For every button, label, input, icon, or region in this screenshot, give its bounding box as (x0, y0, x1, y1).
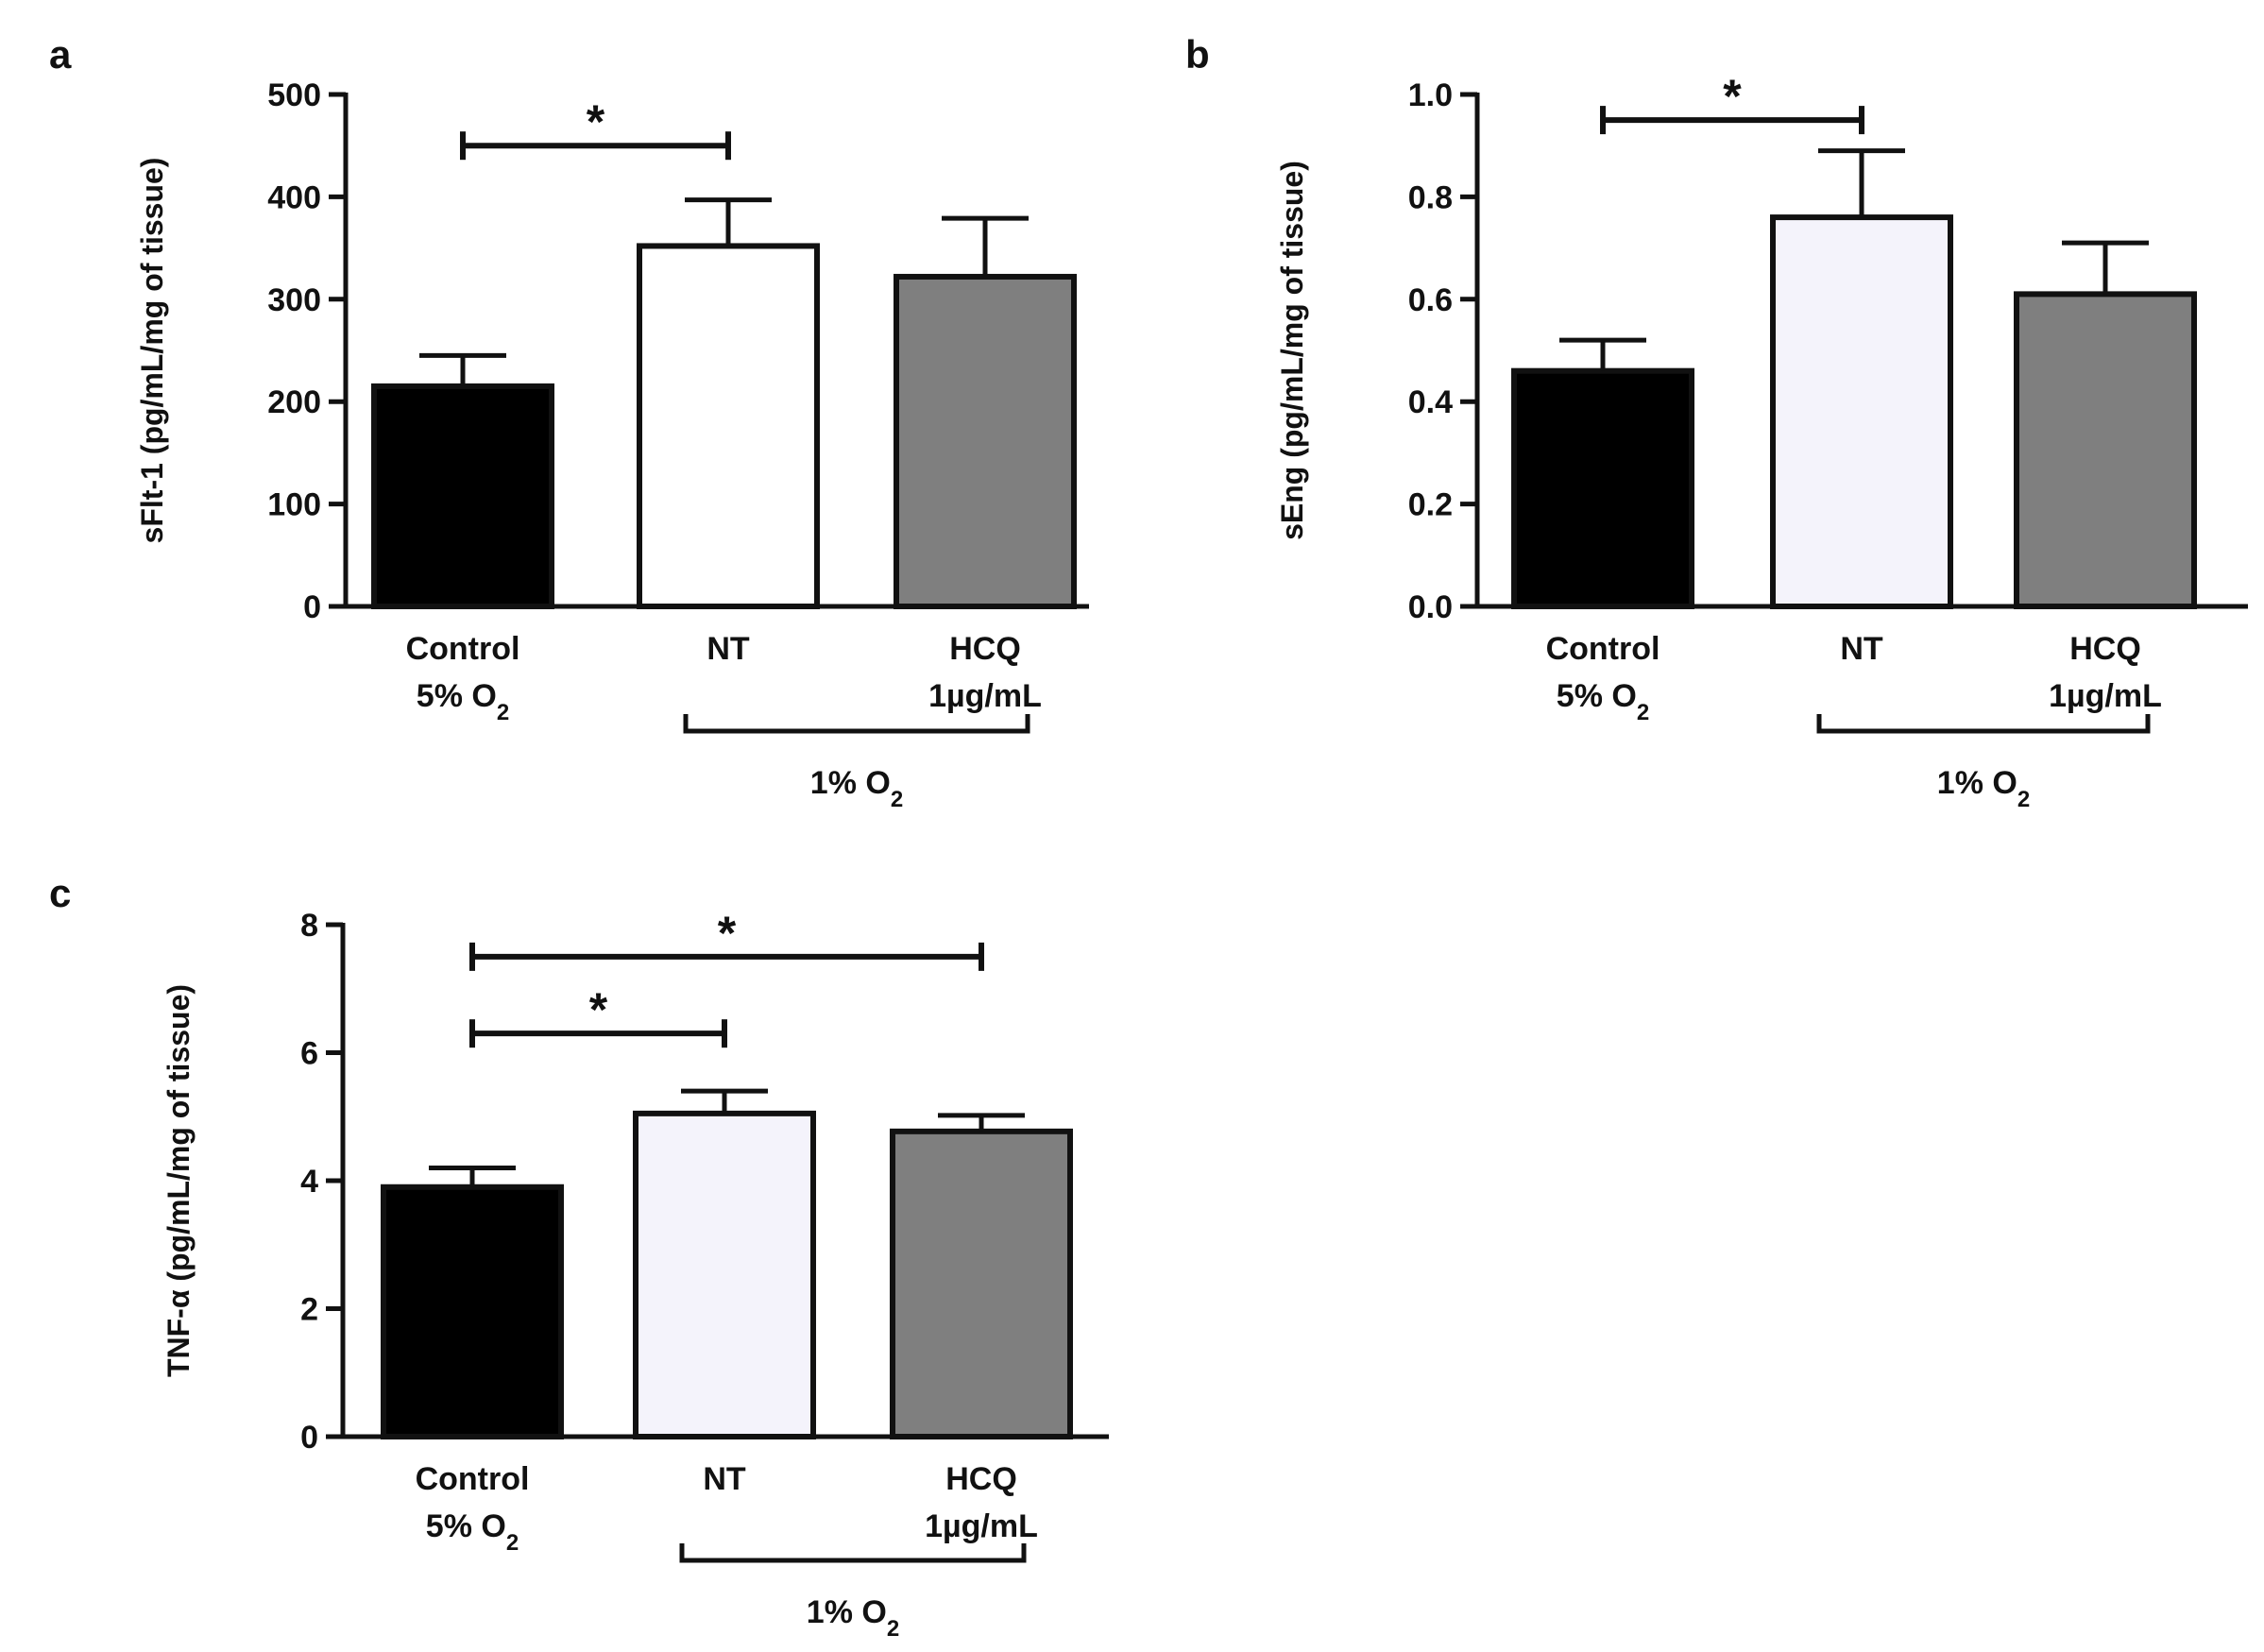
y-tick-label: 4 (300, 1164, 318, 1200)
y-tick-label: 1.0 (1408, 77, 1453, 113)
y-axis-label: TNF-α (pg/mL/mg of tissue) (162, 984, 196, 1377)
y-tick-label: 500 (267, 77, 321, 113)
y-axis-label: sEng (pg/mL/mg of tissue) (1275, 161, 1309, 540)
x-tick-label: HCQ (2069, 631, 2141, 667)
bar-1 (633, 1110, 816, 1440)
group-bracket-label: 1% O2 (807, 1594, 899, 1642)
x-tick-label: 1µg/mL (928, 678, 1042, 714)
significance-star-1: * (589, 983, 608, 1036)
group-bracket-label: 1% O2 (810, 765, 903, 812)
bar-2 (894, 273, 1077, 609)
group-bracket-label: 1% O2 (1937, 765, 2030, 812)
group-bracket (683, 714, 1030, 734)
significance-star-0: * (1723, 70, 1742, 123)
x-tick-label: 5% O2 (426, 1508, 519, 1556)
x-tick-label-subscript: 2 (506, 1530, 519, 1556)
bar-2 (890, 1128, 1073, 1440)
group-bracket-label-subscript: 2 (2017, 787, 2030, 812)
y-tick-label: 0.4 (1408, 384, 1453, 420)
y-tick-label: 2 (300, 1292, 318, 1328)
x-tick-label: HCQ (949, 631, 1021, 667)
x-tick-label: Control (1546, 631, 1660, 667)
x-tick-label: 1µg/mL (2049, 678, 2162, 714)
x-tick-label: Control (416, 1461, 530, 1497)
y-tick-label: 200 (267, 384, 321, 420)
bar-0 (381, 1184, 564, 1440)
significance-star-0: * (587, 95, 605, 148)
y-tick-label: 0.0 (1408, 589, 1453, 625)
y-tick-label: 0 (303, 589, 321, 625)
x-tick-label-subscript: 2 (497, 700, 509, 725)
panel-c: c 0 2 4 6 8 Control 5% O2 NT HCQ 1µg/mL 1% O2 * * TNF-… (49, 871, 1109, 1642)
x-tick-label-subscript: 2 (1637, 700, 1649, 725)
y-tick-label: 100 (267, 487, 321, 523)
x-tick-label: NT (706, 631, 750, 667)
y-tick-label: 400 (267, 179, 321, 215)
bar-1 (637, 243, 820, 609)
x-tick-label: 5% O2 (1557, 678, 1649, 725)
y-axis-label: sFlt-1 (pg/mL/mg of tissue) (135, 158, 169, 544)
bar-0 (371, 383, 554, 609)
y-tick-label: 300 (267, 282, 321, 318)
group-bracket (1816, 714, 2151, 734)
y-tick-label: 0.2 (1408, 487, 1453, 523)
x-tick-label: 5% O2 (417, 678, 509, 725)
significance-star-0: * (718, 907, 737, 960)
group-bracket-label-subscript: 2 (887, 1616, 899, 1642)
bar-2 (2014, 291, 2197, 609)
panel-b: b 0.0 0.2 0.4 0.6 0.8 1.0 Control 5% O2 NT HCQ 1µg/… (1185, 32, 2248, 812)
x-tick-label: NT (703, 1461, 746, 1497)
x-tick-label: HCQ (945, 1461, 1017, 1497)
x-tick-label: Control (406, 631, 520, 667)
group-bracket (679, 1543, 1027, 1563)
group-bracket-label-subscript: 2 (891, 787, 903, 812)
bar-0 (1511, 367, 1694, 609)
bar-1 (1770, 214, 1953, 610)
y-tick-label: 0.6 (1408, 282, 1453, 318)
panel-letter: c (49, 871, 71, 915)
y-tick-label: 6 (300, 1036, 318, 1072)
x-tick-label: NT (1840, 631, 1883, 667)
y-tick-label: 0.8 (1408, 179, 1453, 215)
panel-letter: a (49, 32, 72, 77)
x-tick-label: 1µg/mL (925, 1508, 1038, 1544)
y-tick-label: 8 (300, 908, 318, 944)
y-tick-label: 0 (300, 1420, 318, 1456)
panel-letter: b (1185, 32, 1210, 77)
panel-a: a 0 100 200 300 400 500 Control 5% O2 NT HCQ 1µg/mL… (49, 32, 1089, 812)
